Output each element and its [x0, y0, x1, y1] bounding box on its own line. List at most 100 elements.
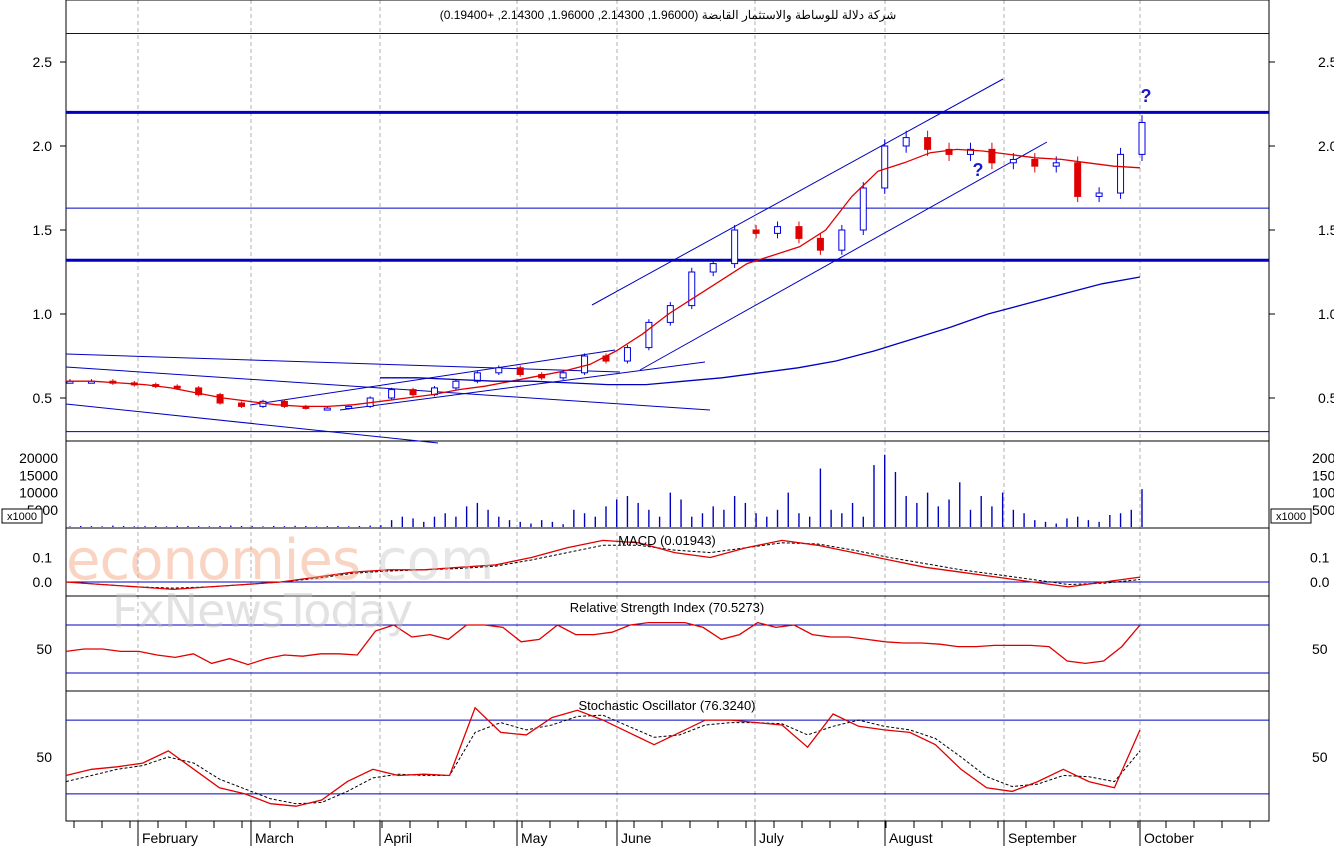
- candle-body: [323, 407, 331, 411]
- candle-body: [666, 305, 674, 323]
- candle-body: [516, 367, 524, 375]
- candle-body: [452, 380, 460, 389]
- panel-frame-price: [65, 0, 1270, 442]
- candle-body: [966, 148, 974, 155]
- volume-y-tick-label: 20000: [1312, 450, 1334, 466]
- panel-frames: [65, 0, 1270, 822]
- price-y-tick-label: 2.5: [1318, 54, 1334, 70]
- x-tick-label: February: [142, 830, 198, 846]
- trendline: [65, 403, 439, 444]
- price-panel: ??: [65, 32, 1269, 444]
- volume-y-tick-label: 20000: [19, 450, 58, 466]
- price-y-tick-label: 1.0: [1318, 306, 1334, 322]
- candle-body: [623, 347, 631, 362]
- x-tick-label: May: [521, 830, 547, 846]
- candle-body: [1031, 158, 1039, 167]
- question-annotation: ?: [973, 160, 984, 180]
- question-annotation: ?: [1141, 86, 1152, 106]
- x-tick-label: October: [1144, 830, 1194, 846]
- trendline: [339, 361, 706, 411]
- volume-multiplier-label: x1000: [7, 511, 37, 523]
- candle-body: [709, 263, 717, 273]
- x-tick-label: April: [384, 830, 412, 846]
- candle-body: [645, 321, 653, 349]
- rsi-y-tick-label: 50: [1312, 641, 1328, 657]
- candle-body: [859, 187, 867, 231]
- candle-body: [881, 145, 889, 189]
- candle-body: [902, 137, 910, 147]
- x-tick-label: March: [255, 830, 294, 846]
- candle-body: [1009, 158, 1017, 164]
- rsi-panel: [65, 621, 1269, 674]
- price-y-tick-label: 2.0: [33, 138, 53, 154]
- candle-body: [495, 367, 503, 374]
- price-y-tick-label: 1.0: [33, 306, 53, 322]
- candle-body: [345, 405, 353, 409]
- macd-title: MACD (0.01943): [618, 533, 716, 548]
- candle-body: [1074, 162, 1082, 197]
- x-tick-label: July: [759, 830, 784, 846]
- volume-y-tick-label: 15000: [1312, 467, 1334, 483]
- x-tick-label: September: [1008, 830, 1077, 846]
- candle-body: [924, 137, 932, 150]
- candle-body: [1117, 153, 1125, 194]
- candle-body: [581, 355, 589, 374]
- volume-y-tick-label: 15000: [19, 467, 58, 483]
- price-y-tick-label: 2.5: [33, 54, 53, 70]
- chart-title: شركة دلالة للوساطة والاستثمار القابضة (1…: [440, 8, 897, 22]
- macd-y-tick-label: 0.0: [1310, 574, 1330, 590]
- candle-body: [838, 229, 846, 251]
- stochastic-y-tick-label: 50: [36, 749, 52, 765]
- candle-body: [173, 385, 181, 389]
- price-y-tick-label: 0.5: [33, 390, 53, 406]
- panel-frame-stoch: [65, 690, 1270, 822]
- candle-body: [1138, 121, 1146, 155]
- macd-y-tick-label: 0.1: [33, 550, 53, 566]
- macd-panel: [65, 539, 1269, 591]
- macd-signal-line: [65, 542, 1141, 589]
- price-y-tick-label: 0.5: [1318, 390, 1334, 406]
- candle-body: [795, 226, 803, 239]
- candle-body: [238, 402, 246, 407]
- price-y-tick-label: 1.5: [33, 222, 53, 238]
- axes: February March April May June July August Septe…: [1, 54, 1334, 846]
- x-tick-label: August: [889, 830, 933, 846]
- rsi-title: Relative Strength Index (70.5273): [570, 600, 764, 615]
- trendline: [65, 366, 711, 411]
- price-y-tick-label: 1.5: [1318, 222, 1334, 238]
- candle-body: [816, 237, 824, 251]
- stochastic-panel: [65, 706, 1269, 807]
- candle-body: [752, 229, 760, 234]
- panel-frame-volume: [65, 440, 1270, 529]
- stochastic-d-line: [65, 714, 1141, 805]
- x-tick-label: June: [621, 830, 652, 846]
- candle-body: [688, 271, 696, 307]
- price-y-tick-label: 2.0: [1318, 138, 1334, 154]
- stochastic-y-tick-label: 50: [1312, 749, 1328, 765]
- candle-body: [195, 387, 203, 396]
- candle-body: [1095, 192, 1103, 197]
- trendline: [591, 78, 1004, 306]
- candle-body: [988, 148, 996, 164]
- candle-body: [388, 389, 396, 399]
- macd-y-tick-label: 0.1: [1310, 550, 1330, 566]
- candle-body: [280, 400, 288, 407]
- trendline: [639, 141, 1048, 371]
- macd-y-tick-label: 0.0: [33, 574, 53, 590]
- volume-multiplier-label: x1000: [1276, 511, 1306, 523]
- volume-multiplier-box: [1270, 508, 1312, 524]
- moving-average-red-line: [66, 148, 1141, 408]
- moving-average-blue-line: [380, 276, 1141, 386]
- trendline: [65, 353, 621, 373]
- candle-body: [945, 148, 953, 155]
- rsi-y-tick-label: 50: [36, 641, 52, 657]
- candle-body: [1052, 162, 1060, 167]
- macd-line: [65, 539, 1141, 591]
- stochastic-title: Stochastic Oscillator (76.3240): [578, 698, 755, 713]
- candle-body: [473, 372, 481, 382]
- candle-body: [559, 372, 567, 379]
- candle-body: [731, 229, 739, 265]
- volume-panel: [69, 454, 1143, 527]
